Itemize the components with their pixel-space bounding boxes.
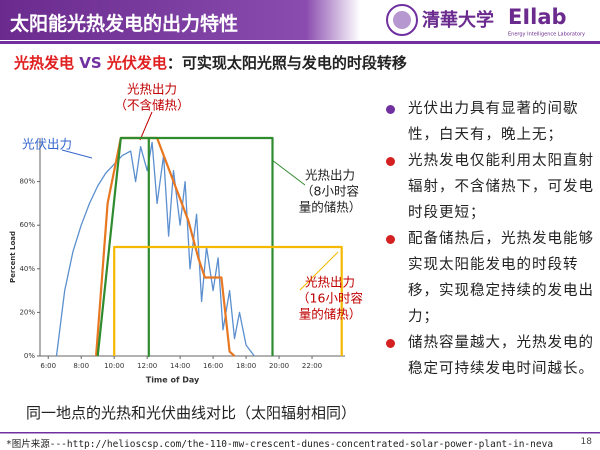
bullet: 光伏出力具有显著的间歇性，白天有，晚上无； [382, 96, 594, 148]
annotation: 量的储热） [299, 200, 362, 215]
annotation: （16小时容 [297, 291, 363, 306]
y-tick-label: 0% [24, 352, 35, 360]
bullet: 光热发电仅能利用太阳直射辐射，不含储热下，可发电时段更短； [382, 148, 594, 226]
bullet: 配备储热后，光热发电能够实现太阳能发电的时段转移，实现稳定持续的发电出力； [382, 226, 594, 330]
x-tick-label: 6:00 [40, 362, 56, 370]
series-line [96, 136, 274, 358]
title-bar [0, 0, 360, 40]
logo-seal-inner [393, 11, 411, 29]
bullet: 储热容量越大，光热发电的稳定可持续发电时间越长。 [382, 330, 594, 382]
leader-line [271, 159, 306, 186]
x-tick-label: 12:00 [137, 362, 157, 370]
subtitle-part: ：可实现太阳光照与发电的时段转移 [166, 54, 407, 72]
leader-line [139, 111, 153, 141]
subtitle-part: 光伏发电 [106, 54, 167, 72]
annotation: 光热出力 [305, 275, 355, 290]
source: *图片来源---http://helioscsp.com/the-110-mw-… [6, 439, 554, 450]
chart: 0% 20% 40% 60% 80% 6:00 8:00 10:00 12:00 14:00 16:… [9, 82, 363, 385]
x-tick-label: 20:00 [269, 362, 289, 370]
title-rule [0, 41, 600, 44]
leader-line [299, 251, 339, 291]
caption: 同一地点的光热和光伏曲线对比（太阳辐射相同） [26, 404, 357, 422]
footer-rule [0, 432, 600, 434]
bullet-list: 光伏出力具有显著的间歇性，白天有，晚上无； 光热发电仅能利用太阳直射辐射，不含储… [382, 96, 594, 382]
annotation: 光热出力 [305, 168, 355, 183]
page-number: 18 [580, 437, 592, 447]
subtitle-part: VS [79, 54, 102, 72]
annotation: 光热出力 [127, 82, 177, 97]
annotation: （8小时容 [301, 184, 359, 199]
leader-line [61, 149, 93, 159]
y-tick-label: 60% [19, 221, 35, 229]
series-line [113, 245, 343, 356]
slide-title: 太阳能光热发电的出力特性 [10, 13, 239, 35]
y-tick-label: 20% [19, 308, 35, 316]
annotation: 量的储热） [299, 307, 362, 322]
x-tick-label: 14:00 [170, 362, 190, 370]
x-tick-label: 10:00 [104, 362, 124, 370]
lab-subtitle: Energy Intelligence Laboratory [508, 32, 585, 38]
logo-text: 清華大学 [422, 9, 494, 31]
x-tick-label: 16:00 [203, 362, 223, 370]
x-tick-label: 8:00 [73, 362, 89, 370]
y-tick-label: 80% [19, 178, 35, 186]
annotation: 光伏出力 [22, 137, 72, 152]
x-tick-label: 22:00 [302, 362, 322, 370]
series-line [95, 136, 236, 357]
logo-seal [386, 4, 418, 36]
x-tick-label: 18:00 [236, 362, 256, 370]
subtitle: 光热发电 VS 光伏发电：可实现太阳光照与发电的时段转移 [14, 52, 407, 73]
series-line [55, 141, 255, 357]
y-tick-label: 40% [19, 265, 35, 273]
lab-logo: EIlab [508, 5, 567, 29]
subtitle-part: 光热发电 [14, 54, 75, 72]
annotation: （不含储热） [114, 98, 189, 113]
x-axis-label: Time of Day [146, 376, 200, 385]
y-axis-label: Percent Load [9, 231, 17, 283]
